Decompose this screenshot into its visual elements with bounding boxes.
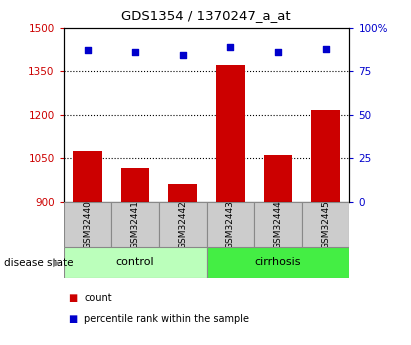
Text: control: control xyxy=(116,257,155,267)
Bar xyxy=(64,247,206,278)
Text: GDS1354 / 1370247_a_at: GDS1354 / 1370247_a_at xyxy=(121,9,290,22)
Bar xyxy=(64,202,111,247)
Bar xyxy=(121,168,150,202)
Bar xyxy=(73,151,102,202)
Bar xyxy=(111,202,159,247)
Point xyxy=(322,46,329,51)
Point xyxy=(84,48,91,53)
Bar xyxy=(302,202,349,247)
Text: GSM32440: GSM32440 xyxy=(83,200,92,249)
Text: cirrhosis: cirrhosis xyxy=(255,257,301,267)
Point xyxy=(132,49,139,55)
Text: GSM32441: GSM32441 xyxy=(131,200,140,249)
Text: ■: ■ xyxy=(68,294,77,303)
Bar xyxy=(263,155,292,202)
Text: GSM32442: GSM32442 xyxy=(178,200,187,249)
Text: GSM32443: GSM32443 xyxy=(226,200,235,249)
Text: GSM32445: GSM32445 xyxy=(321,200,330,249)
Text: disease state: disease state xyxy=(4,258,74,268)
Bar xyxy=(159,202,206,247)
Text: count: count xyxy=(84,294,112,303)
Text: ■: ■ xyxy=(68,314,77,324)
Bar xyxy=(311,110,340,202)
Point xyxy=(275,49,281,55)
Text: ▶: ▶ xyxy=(53,258,61,268)
Bar xyxy=(206,247,349,278)
Bar xyxy=(254,202,302,247)
Bar xyxy=(169,185,197,202)
Point xyxy=(227,44,233,50)
Bar xyxy=(216,65,245,202)
Point xyxy=(180,53,186,58)
Text: GSM32444: GSM32444 xyxy=(273,200,282,249)
Text: percentile rank within the sample: percentile rank within the sample xyxy=(84,314,249,324)
Bar xyxy=(206,202,254,247)
